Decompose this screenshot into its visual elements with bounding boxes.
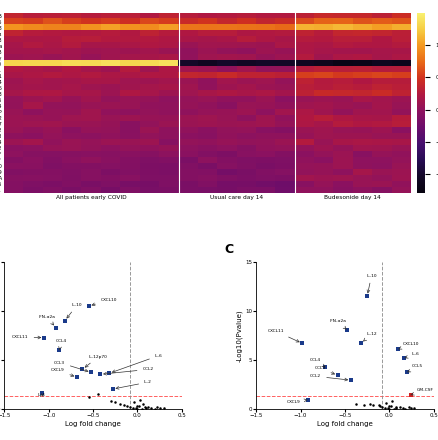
Text: CXCL9: CXCL9 <box>51 368 74 377</box>
X-axis label: Log fold change: Log fold change <box>65 421 121 427</box>
Text: IL-10: IL-10 <box>366 274 377 293</box>
Text: CXCL10: CXCL10 <box>399 342 419 349</box>
Text: CCL5: CCL5 <box>408 364 423 372</box>
Text: CXCL10: CXCL10 <box>92 298 117 306</box>
Text: CXCL9: CXCL9 <box>286 399 307 404</box>
Text: IFN-α2a: IFN-α2a <box>39 315 55 325</box>
X-axis label: Log fold change: Log fold change <box>317 421 373 427</box>
Text: CCL4: CCL4 <box>56 339 67 349</box>
Text: IL-6: IL-6 <box>113 354 162 373</box>
Text: CCL3: CCL3 <box>54 360 88 372</box>
Text: IL-2: IL-2 <box>116 380 152 389</box>
Text: CCL2: CCL2 <box>104 367 154 375</box>
Text: IL-10: IL-10 <box>67 303 82 318</box>
Text: CXCL11: CXCL11 <box>268 329 299 342</box>
Text: IL-12p70: IL-12p70 <box>85 355 108 367</box>
Text: IL-4: IL-4 <box>38 393 46 397</box>
Text: CCL4: CCL4 <box>310 358 325 367</box>
Text: CXCL11: CXCL11 <box>12 335 41 340</box>
Text: IL-12: IL-12 <box>364 332 377 341</box>
Y-axis label: -Log10(Pvalue): -Log10(Pvalue) <box>236 309 242 362</box>
Text: GM-CSF: GM-CSF <box>411 388 433 395</box>
Text: IFN-α2a: IFN-α2a <box>329 319 346 329</box>
Text: CCL2: CCL2 <box>310 374 348 381</box>
Text: IL-6: IL-6 <box>405 352 420 358</box>
Text: CCL3: CCL3 <box>314 367 335 374</box>
Text: C: C <box>224 243 233 256</box>
